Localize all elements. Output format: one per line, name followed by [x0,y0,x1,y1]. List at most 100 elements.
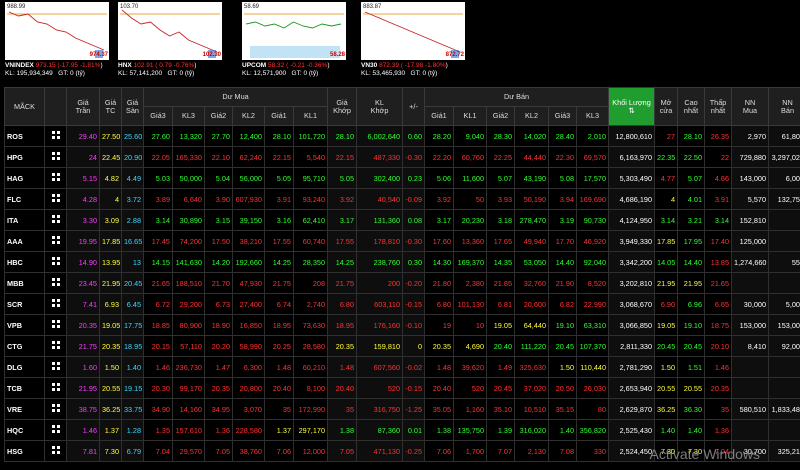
buy-kl3[interactable]: 30,890 [172,209,205,231]
sell-g2[interactable]: 7.07 [486,440,516,462]
buy-kl1[interactable]: 60,740 [292,230,329,252]
sell-g1[interactable]: 35.05 [424,398,455,420]
buy-kl1[interactable]: 8,100 [292,377,329,399]
sell-g2[interactable]: 28.30 [486,125,516,147]
chart-grid-icon[interactable] [44,125,67,147]
sell-kl2[interactable]: 316,020 [514,419,550,441]
buy-kl2[interactable]: 6,300 [232,356,265,378]
sell-kl2[interactable]: 10,510 [514,398,550,420]
symbol-cell[interactable]: SCR [4,293,45,315]
sell-kl3[interactable]: 69,570 [576,146,610,168]
sell-kl2[interactable]: 32,760 [514,272,550,294]
buy-kl1[interactable]: 28,350 [292,251,329,273]
sell-kl3[interactable]: 110,440 [576,356,610,378]
buy-kl1[interactable]: 93,240 [292,188,329,210]
stock-row[interactable]: TCB 21.95 20.55 19.15 20.30 99,170 20.35 20,800… [4,377,800,399]
sell-g3[interactable]: 22.30 [548,146,578,168]
buy-g3[interactable]: 3.89 [143,188,173,210]
chart-grid-icon[interactable] [44,419,67,441]
chart-grid-icon[interactable] [44,272,67,294]
buy-kl2[interactable]: 192,660 [232,251,265,273]
symbol-cell[interactable]: VRE [4,398,45,420]
sell-g2[interactable]: 35.10 [486,398,516,420]
buy-g2[interactable]: 3.90 [204,188,233,210]
sell-g2[interactable]: 5.07 [486,167,516,189]
sell-g2[interactable]: 6.81 [486,293,516,315]
stock-row[interactable]: MBB 23.45 21.95 20.45 21.65 188,510 21.70 47,93… [4,272,800,294]
buy-g2[interactable]: 34.95 [204,398,233,420]
col-symbol[interactable]: MÃCK [4,87,45,126]
sell-kl2[interactable]: 64,440 [514,314,550,336]
col-ref[interactable]: Giá TC [99,87,122,126]
buy-g3[interactable]: 14.15 [143,251,173,273]
buy-kl1[interactable]: 73,630 [292,314,329,336]
col-match-vol[interactable]: KL Khớp [356,87,404,126]
sell-kl2[interactable]: 37,020 [514,377,550,399]
col-sell-g1[interactable]: Giá1 [424,106,455,126]
buy-g2[interactable]: 14.20 [204,251,233,273]
buy-g3[interactable]: 17.45 [143,230,173,252]
sell-kl3[interactable]: 356,820 [576,419,610,441]
sell-g1[interactable]: 22.20 [424,146,455,168]
buy-g1[interactable]: 5.05 [264,167,294,189]
sell-g1[interactable]: 3.92 [424,188,455,210]
sell-kl1[interactable]: 11,600 [453,167,488,189]
col-high[interactable]: Cao nhất [677,87,706,126]
sell-kl2[interactable]: 14,020 [514,125,550,147]
buy-kl2[interactable]: 62,240 [232,146,265,168]
symbol-cell[interactable]: HPG [4,146,45,168]
sell-g1[interactable]: 7.06 [424,440,455,462]
sell-kl3[interactable]: 2,010 [576,125,610,147]
buy-g3[interactable]: 27.60 [143,125,173,147]
buy-g2[interactable]: 7.05 [204,440,233,462]
symbol-cell[interactable]: CTG [4,335,45,357]
sell-g1[interactable]: 5.06 [424,167,455,189]
sell-kl1[interactable]: 4,690 [453,335,488,357]
sell-g3[interactable]: 5.08 [548,167,578,189]
col-sell-kl3[interactable]: KL3 [576,106,610,126]
buy-kl3[interactable]: 165,330 [172,146,205,168]
chart-grid-icon[interactable] [44,335,67,357]
sell-g2[interactable]: 14.35 [486,251,516,273]
symbol-cell[interactable]: HSG [4,440,45,462]
sell-kl1[interactable]: 39,620 [453,356,488,378]
symbol-cell[interactable]: DLG [4,356,45,378]
sell-kl3[interactable]: 22,990 [576,293,610,315]
stock-row[interactable]: AAA 19.95 17.85 16.65 17.45 74,200 17.50 38,210… [4,230,800,252]
symbol-cell[interactable]: ITA [4,209,45,231]
sell-g3[interactable]: 17.70 [548,230,578,252]
stock-row[interactable]: DLG 1.60 1.50 1.40 1.46 236,730 1.47 6,300 1.48 6… [4,356,800,378]
buy-kl2[interactable]: 607,930 [232,188,265,210]
buy-kl3[interactable]: 29,200 [172,293,205,315]
chart-grid-icon[interactable] [44,377,67,399]
buy-g1[interactable]: 35 [264,398,294,420]
sell-kl1[interactable]: 9,040 [453,125,488,147]
stock-row[interactable]: SCR 7.41 6.93 6.45 6.72 29,200 6.73 27,400 6.74 2… [4,293,800,315]
buy-kl2[interactable]: 16,850 [232,314,265,336]
buy-g2[interactable]: 27.70 [204,125,233,147]
symbol-cell[interactable]: AAA [4,230,45,252]
sell-kl2[interactable]: 43,190 [514,167,550,189]
buy-kl1[interactable]: 12,000 [292,440,329,462]
symbol-cell[interactable]: HBC [4,251,45,273]
symbol-cell[interactable]: HQC [4,419,45,441]
sell-kl1[interactable]: 101,130 [453,293,488,315]
sell-kl3[interactable]: 46,920 [576,230,610,252]
buy-g3[interactable]: 1.46 [143,356,173,378]
sell-g3[interactable]: 19.10 [548,314,578,336]
buy-kl1[interactable]: 297,170 [292,419,329,441]
sell-kl2[interactable]: 325,630 [514,356,550,378]
sell-kl2[interactable]: 53,050 [514,251,550,273]
symbol-cell[interactable]: MBB [4,272,45,294]
sell-g2[interactable]: 3.18 [486,209,516,231]
sell-kl2[interactable]: 44,440 [514,146,550,168]
buy-kl3[interactable]: 74,200 [172,230,205,252]
sell-g3[interactable]: 1.50 [548,356,578,378]
buy-g1[interactable]: 3.16 [264,209,294,231]
buy-g3[interactable]: 6.72 [143,293,173,315]
index-card-hnx[interactable]: 103.70 102.30 HNX 102.91 ( 0.79 -0.76%) KL:… [118,2,222,78]
buy-kl1[interactable]: 62,410 [292,209,329,231]
buy-g1[interactable]: 14.25 [264,251,294,273]
stock-row[interactable]: ITA 3.30 3.09 2.88 3.14 30,890 3.15 39,150 3.16 6… [4,209,800,231]
buy-kl1[interactable]: 95,710 [292,167,329,189]
